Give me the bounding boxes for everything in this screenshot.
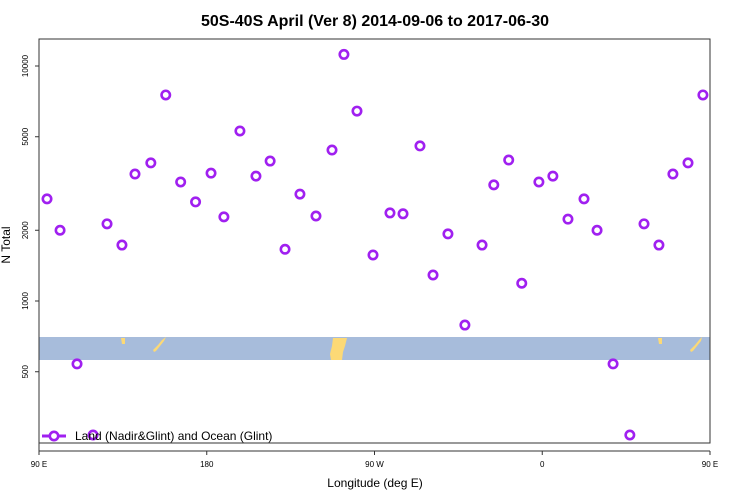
legend-marker xyxy=(48,430,60,442)
legend: Land (Nadir&Glint) and Ocean (Glint) xyxy=(42,429,272,443)
land-patch xyxy=(658,338,662,344)
data-point xyxy=(427,269,439,281)
data-point xyxy=(175,176,187,188)
data-point xyxy=(129,168,141,180)
data-point xyxy=(87,429,99,441)
ocean-band xyxy=(39,337,710,360)
data-point xyxy=(591,224,603,236)
x-tick-label: 90 E xyxy=(702,460,718,469)
data-point xyxy=(414,140,426,152)
data-point xyxy=(667,168,679,180)
data-point xyxy=(562,213,574,225)
data-point xyxy=(145,157,157,169)
x-tick-label: 0 xyxy=(540,460,545,469)
data-point xyxy=(190,196,202,208)
map-strip xyxy=(39,337,710,360)
y-axis-label: N Total xyxy=(0,226,13,263)
land-patch xyxy=(330,338,347,360)
y-ticks: 500 1000 2000 5000 10000 xyxy=(21,54,39,378)
x-axis-label: Longitude (deg E) xyxy=(327,476,422,490)
data-point xyxy=(71,358,83,370)
data-point xyxy=(264,155,276,167)
data-point xyxy=(279,243,291,255)
y-tick-label: 5000 xyxy=(21,127,30,145)
data-point xyxy=(547,170,559,182)
data-point xyxy=(624,429,636,441)
land-patch xyxy=(153,337,166,352)
y-tick-label: 500 xyxy=(21,365,30,379)
data-point xyxy=(326,144,338,156)
y-tick-label: 1000 xyxy=(21,292,30,310)
data-point xyxy=(218,211,230,223)
data-point xyxy=(638,218,650,230)
x-tick-label: 180 xyxy=(200,460,214,469)
data-point xyxy=(488,179,500,191)
data-point xyxy=(682,157,694,169)
data-point xyxy=(294,188,306,200)
data-points xyxy=(41,48,709,441)
data-point xyxy=(653,239,665,251)
legend-label: Land (Nadir&Glint) and Ocean (Glint) xyxy=(75,429,272,443)
data-point xyxy=(116,239,128,251)
data-point xyxy=(101,218,113,230)
data-point xyxy=(533,176,545,188)
x-tick-label: 90 W xyxy=(365,460,384,469)
data-point xyxy=(607,358,619,370)
data-point xyxy=(205,167,217,179)
data-point xyxy=(503,154,515,166)
data-point xyxy=(250,170,262,182)
plot-frame xyxy=(38,38,711,444)
x-tick-label: 90 E xyxy=(31,460,47,469)
land-patch xyxy=(121,338,125,344)
data-point xyxy=(516,277,528,289)
data-point xyxy=(234,125,246,137)
data-point xyxy=(397,208,409,220)
data-point xyxy=(54,224,66,236)
data-point xyxy=(476,239,488,251)
data-point xyxy=(442,228,454,240)
data-point xyxy=(338,48,350,60)
data-point xyxy=(41,193,53,205)
data-point xyxy=(578,193,590,205)
data-point xyxy=(160,89,172,101)
data-point xyxy=(459,319,471,331)
chart-title: 50S-40S April (Ver 8) 2014-09-06 to 2017… xyxy=(201,13,549,30)
y-tick-label: 2000 xyxy=(21,221,30,239)
data-point xyxy=(384,207,396,219)
land-patch xyxy=(690,337,702,352)
data-point xyxy=(310,210,322,222)
data-point xyxy=(697,89,709,101)
data-point xyxy=(367,249,379,261)
y-tick-label: 10000 xyxy=(21,54,30,77)
data-point xyxy=(351,105,363,117)
